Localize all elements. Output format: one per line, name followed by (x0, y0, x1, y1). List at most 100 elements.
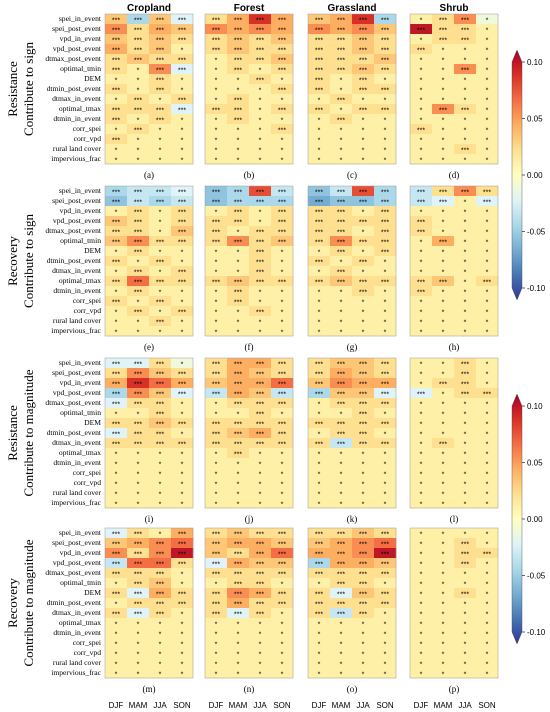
significance-marker: * (384, 582, 387, 589)
significance-marker: * (237, 482, 240, 489)
panel-label: (a) (144, 170, 154, 180)
significance-marker: * (486, 158, 489, 165)
significance-marker: * (486, 542, 489, 549)
heatmap-cell (432, 74, 455, 85)
significance-marker: * (486, 452, 489, 459)
heatmap-cell (476, 398, 499, 409)
variable-label: corr_spei (73, 638, 101, 647)
heatmap-cell (271, 438, 294, 449)
variable-label: dtmin_in_event (53, 286, 102, 295)
significance-marker: *** (234, 18, 242, 25)
heatmap-cell (352, 94, 375, 105)
heatmap-cell (127, 638, 150, 649)
heatmap-cell (271, 418, 294, 429)
significance-marker: * (464, 310, 467, 317)
significance-marker: * (442, 502, 445, 509)
heatmap-cell (127, 468, 150, 479)
significance-marker: * (464, 200, 467, 207)
significance-marker: *** (359, 38, 367, 45)
significance-marker: * (384, 148, 387, 155)
row-title-0: Resistance Contribute to sign (5, 42, 36, 136)
significance-marker: * (281, 482, 284, 489)
heatmap-cell (249, 104, 272, 115)
heatmap-cell (454, 124, 477, 135)
significance-marker: *** (156, 108, 164, 115)
significance-marker: *** (278, 48, 286, 55)
heatmap-cell (205, 538, 228, 549)
heatmap-cell (271, 104, 294, 115)
significance-marker: *** (156, 68, 164, 75)
heatmap-cell (149, 378, 172, 389)
heatmap-cell (149, 388, 172, 399)
significance-marker: * (420, 300, 423, 307)
heatmap-cell (410, 276, 433, 287)
heatmap-cell (271, 398, 294, 409)
heatmap-cell (105, 598, 128, 609)
significance-marker: *** (315, 28, 323, 35)
heatmap-cell (330, 256, 353, 267)
significance-marker: * (464, 482, 467, 489)
significance-marker: * (115, 210, 118, 217)
significance-marker: * (340, 148, 343, 155)
heatmap-cell (476, 458, 499, 469)
significance-marker: * (215, 662, 218, 669)
significance-marker: * (259, 502, 262, 509)
significance-marker: *** (234, 452, 242, 459)
heatmap-cell (410, 296, 433, 307)
heatmap-cell (330, 44, 353, 55)
heatmap-cell (105, 326, 128, 337)
significance-marker: * (384, 260, 387, 267)
significance-marker: *** (212, 602, 220, 609)
row-title-line2: Contribute to magnitude (21, 369, 36, 496)
significance-marker: *** (417, 290, 425, 297)
heatmap-cell (374, 24, 397, 35)
significance-marker: *** (359, 532, 367, 539)
significance-marker: * (159, 270, 162, 277)
significance-marker: * (318, 412, 321, 419)
heatmap-cell (476, 368, 499, 379)
significance-marker: * (362, 330, 365, 337)
row-title-line1: Resistance (5, 405, 20, 461)
significance-marker: * (464, 622, 467, 629)
significance-marker: * (362, 158, 365, 165)
significance-marker: * (486, 362, 489, 369)
heatmap-cell (105, 84, 128, 95)
significance-marker: * (159, 310, 162, 317)
variable-label: spei_post_event (52, 196, 102, 205)
heatmap-cell (432, 428, 455, 439)
heatmap-cell (454, 578, 477, 589)
significance-marker: *** (315, 372, 323, 379)
significance-marker: *** (134, 18, 142, 25)
significance-marker: * (237, 270, 240, 277)
heatmap-cell (410, 196, 433, 207)
significance-marker: * (318, 502, 321, 509)
panel-label: (b) (244, 170, 255, 180)
significance-marker: * (215, 652, 218, 659)
colorbar-tick-label: 0.00 (527, 171, 543, 180)
significance-marker: * (159, 230, 162, 237)
variable-label: dtmin_post_event (47, 84, 102, 93)
heatmap-cell (149, 418, 172, 429)
significance-marker: *** (337, 382, 345, 389)
significance-marker: * (340, 462, 343, 469)
heatmap-cell (149, 368, 172, 379)
significance-marker: * (281, 330, 284, 337)
heatmap-cell (454, 648, 477, 659)
significance-marker: *** (234, 290, 242, 297)
heatmap-cell (410, 418, 433, 429)
heatmap-cell (330, 34, 353, 45)
heatmap-cell (410, 378, 433, 389)
significance-marker: *** (134, 280, 142, 287)
heatmap-cell (205, 266, 228, 277)
heatmap-cell (454, 608, 477, 619)
significance-marker: * (486, 562, 489, 569)
significance-marker: *** (315, 200, 323, 207)
heatmap-cell (432, 226, 455, 237)
significance-marker: *** (278, 542, 286, 549)
heatmap-cell (330, 154, 353, 165)
significance-marker: * (237, 260, 240, 267)
significance-marker: * (137, 652, 140, 659)
heatmap-cell (410, 256, 433, 267)
significance-marker: * (215, 462, 218, 469)
significance-marker: *** (112, 562, 120, 569)
